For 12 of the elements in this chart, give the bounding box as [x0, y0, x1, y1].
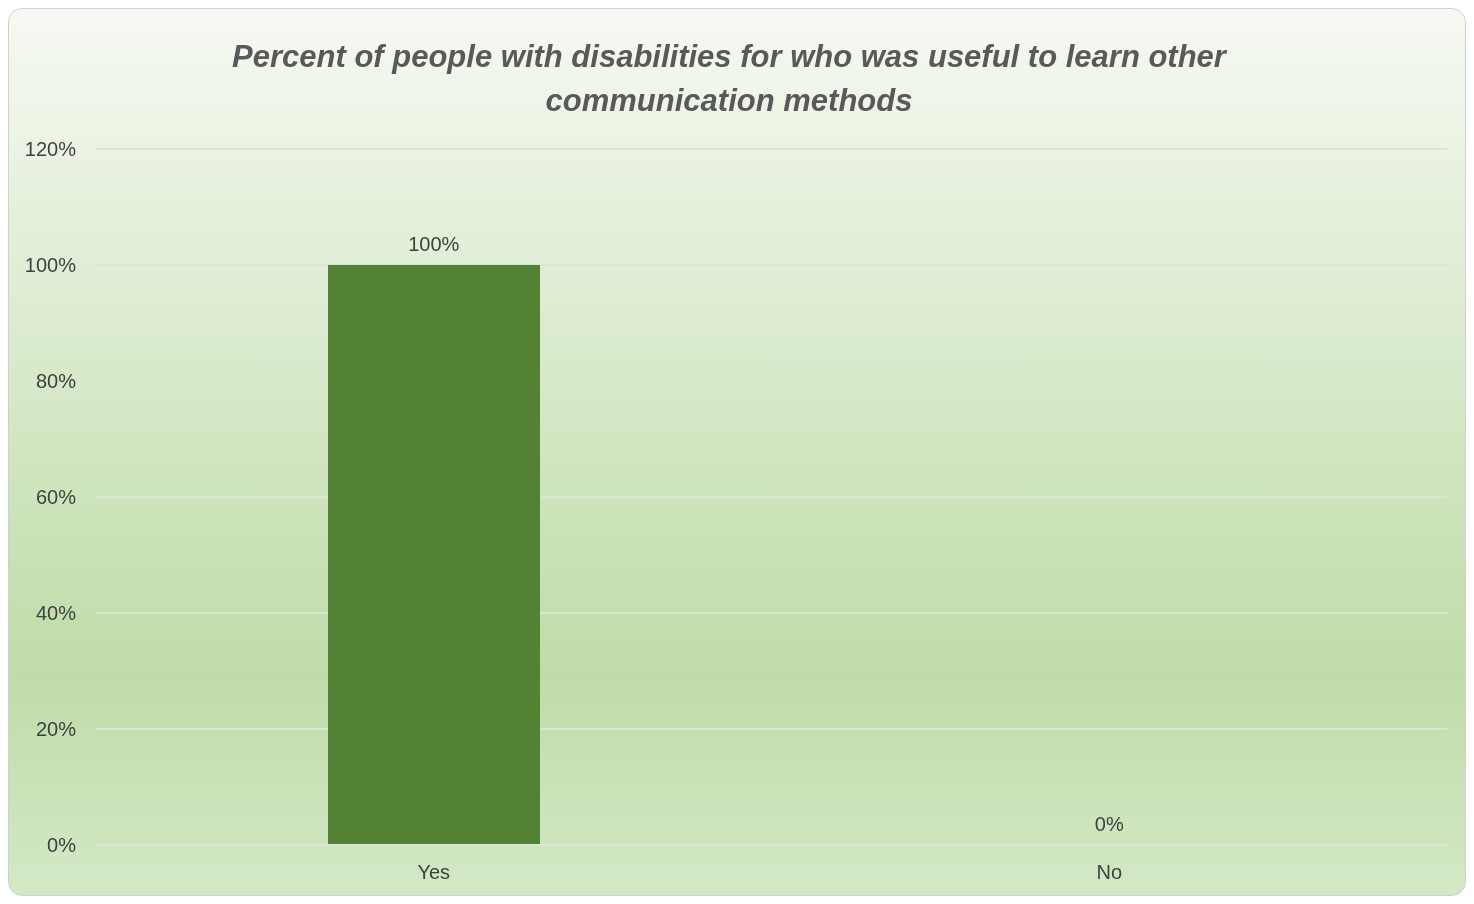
chart-title: Percent of people with disabilities for who was useful to learn other communication methods: [231, 38, 1228, 120]
y-tick-label: 20%: [35, 718, 77, 741]
data-label: 100%: [408, 233, 460, 255]
y-tick-label: 40%: [35, 602, 77, 625]
x-tick-label: No: [1096, 861, 1123, 884]
data-label: 0%: [1094, 813, 1124, 835]
y-tick-label: 0%: [47, 834, 77, 857]
x-tick-label: Yes: [417, 861, 451, 884]
y-tick-label: 120%: [24, 138, 77, 161]
y-tick-label: 60%: [35, 486, 77, 509]
y-tick-label: 100%: [24, 254, 77, 277]
y-tick-label: 80%: [35, 370, 77, 393]
